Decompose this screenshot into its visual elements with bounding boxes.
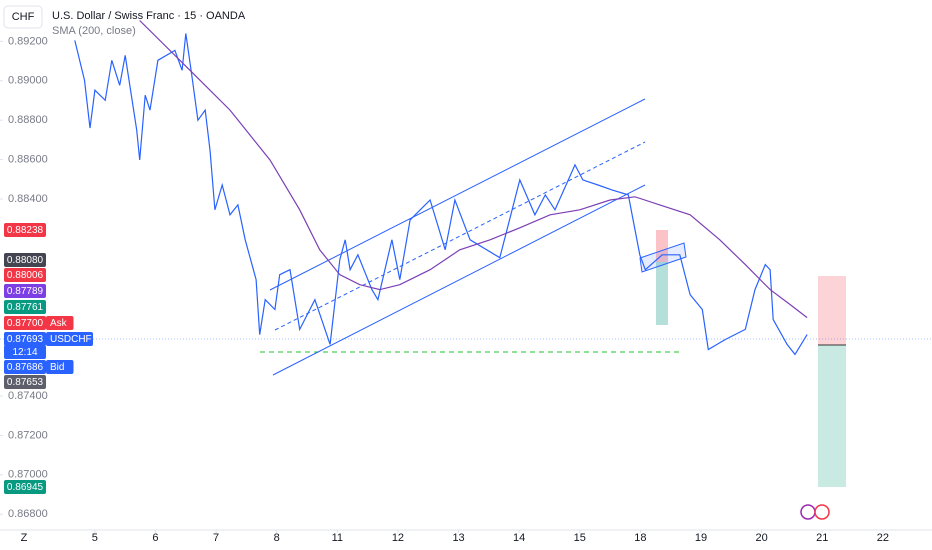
x-tick-label: 19 bbox=[695, 532, 707, 544]
corner-label: Z bbox=[21, 532, 28, 544]
x-tick-label: 8 bbox=[274, 532, 280, 544]
price-tag-label: 0.88080 bbox=[7, 255, 44, 266]
x-tick-label: 20 bbox=[756, 532, 768, 544]
y-tick-label: 0.88400 bbox=[8, 193, 48, 205]
y-tick-label: 0.87000 bbox=[8, 469, 48, 481]
price-tag bbox=[4, 316, 46, 330]
channel-middle bbox=[274, 141, 646, 331]
x-tick-label: 15 bbox=[574, 532, 586, 544]
price-tag bbox=[4, 268, 46, 282]
risk-box bbox=[656, 230, 668, 262]
reward-box bbox=[656, 262, 668, 325]
x-tick-label: 6 bbox=[152, 532, 158, 544]
price-tag bbox=[4, 480, 46, 494]
price-tag-name bbox=[46, 332, 93, 346]
y-tick-label: 0.89200 bbox=[8, 35, 48, 47]
price-tag-label: 0.88006 bbox=[7, 270, 44, 281]
price-line bbox=[139, 20, 808, 319]
price-tag-label: 0.87686 bbox=[7, 362, 44, 373]
price-tag bbox=[4, 300, 46, 314]
price-tag bbox=[4, 360, 46, 374]
price-tag bbox=[4, 253, 46, 267]
x-tick-label: 7 bbox=[213, 532, 219, 544]
x-tick-label: 11 bbox=[332, 532, 343, 544]
channel-upper bbox=[269, 98, 646, 291]
symbol-box[interactable] bbox=[3, 5, 43, 29]
x-tick-label: 18 bbox=[634, 532, 646, 544]
y-tick-label: 0.87200 bbox=[8, 429, 48, 441]
price-tag bbox=[4, 345, 46, 359]
price-tag bbox=[4, 223, 46, 237]
short-risk-box bbox=[818, 276, 846, 345]
chart-title: U.S. Dollar / Swiss Franc · 15 · OANDA bbox=[52, 10, 246, 22]
price-tag-name-label: Ask bbox=[50, 318, 68, 329]
price-tag-label: 0.87700 bbox=[7, 318, 44, 329]
channel-lower bbox=[272, 184, 646, 376]
price-tag-label: 0.87761 bbox=[7, 302, 44, 313]
indicator-label: SMA (200, close) bbox=[52, 25, 136, 37]
y-tick-label: 0.88600 bbox=[8, 153, 48, 165]
price-tag-name-label: Bid bbox=[50, 362, 64, 373]
y-tick-label: 0.88800 bbox=[8, 114, 48, 126]
price-line bbox=[74, 33, 808, 356]
x-tick-label: 14 bbox=[513, 532, 525, 544]
x-tick-label: 21 bbox=[816, 532, 828, 544]
x-tick-label: 22 bbox=[877, 532, 889, 544]
price-tag bbox=[4, 284, 46, 298]
symbol: CHF bbox=[12, 11, 35, 23]
y-tick-label: 0.89000 bbox=[8, 75, 48, 87]
x-tick-label: 13 bbox=[452, 532, 464, 544]
event-icon[interactable] bbox=[800, 504, 816, 520]
flag-icon[interactable] bbox=[814, 504, 830, 520]
price-tag-name-label: USDCHF bbox=[50, 334, 92, 345]
price-tag-label: 0.87653 bbox=[7, 377, 44, 388]
price-tag-label: 0.87693 bbox=[7, 334, 44, 345]
x-tick-label: 5 bbox=[92, 532, 98, 544]
price-tag-label: 12:14 bbox=[12, 347, 37, 358]
price-tag bbox=[4, 375, 46, 389]
price-tag-label: 0.87789 bbox=[7, 286, 44, 297]
price-tag-name bbox=[46, 316, 74, 330]
short-reward-box bbox=[818, 345, 846, 487]
price-tag-label: 0.88238 bbox=[7, 225, 44, 236]
price-tag bbox=[4, 332, 46, 346]
price-tag-name bbox=[46, 360, 74, 374]
price-tag-label: 0.86945 bbox=[7, 482, 44, 493]
y-tick-label: 0.86800 bbox=[8, 508, 48, 520]
x-tick-label: 12 bbox=[392, 532, 404, 544]
y-tick-label: 0.87400 bbox=[8, 390, 48, 402]
